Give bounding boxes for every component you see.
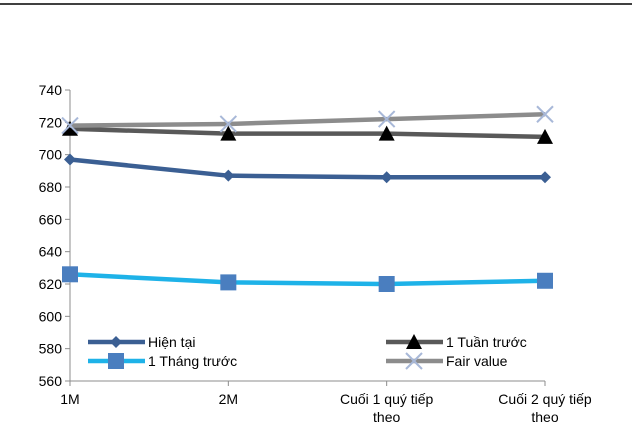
y-tick-label: 720: [39, 114, 63, 130]
y-tick-label: 660: [39, 211, 63, 227]
x-tick-label: 2M: [219, 391, 238, 407]
point-hi-n-t-i: [222, 169, 235, 182]
point-fair-value-stroke-b: [536, 105, 554, 123]
point-fair-value-stroke-b: [61, 116, 79, 135]
series-1-th-ng-tr-c: [62, 266, 553, 292]
point-1-th-ng-tr-c: [220, 274, 237, 291]
y-tick-label: 600: [39, 308, 63, 324]
point-hi-n-t-i: [64, 153, 76, 166]
series-hi-n-t-i: [64, 153, 551, 184]
point-1-tu-n-tr-c: [378, 125, 395, 141]
series-1-tu-n-tr-c: [62, 120, 553, 144]
point-1-th-ng-tr-c: [378, 276, 395, 292]
legend-label-1-th-ng-tr-c: 1 Tháng trước: [148, 353, 237, 369]
y-tick-label: 680: [39, 179, 63, 195]
point-1-tu-n-tr-c: [537, 128, 553, 144]
legend-marker-fair-value-stroke-b: [405, 352, 423, 370]
legend-item-1-tu-n-tr-c: 1 Tuần trước: [386, 334, 527, 350]
point-fair-value: [219, 115, 238, 133]
y-tick-label: 560: [39, 373, 63, 389]
y-tick-label: 580: [39, 341, 63, 357]
point-1-tu-n-tr-c: [62, 120, 78, 136]
series-line-hi-n-t-i: [69, 157, 545, 180]
point-1-th-ng-tr-c: [537, 272, 553, 289]
legend-marker-1-tu-n-tr-c: [406, 334, 422, 349]
series-line-fair-value: [69, 112, 546, 128]
y-tick-label: 620: [39, 276, 63, 292]
axes: 560 580 600 620 640 660 680 700 720 740 1M 2M Cuối 1…: [39, 82, 592, 425]
y-tick-label: 740: [39, 82, 63, 98]
series-line-1-tu-n-tr-c: [69, 126, 546, 140]
x-tick-label: Cuối 2 quý tiếp theo: [498, 391, 592, 425]
legend-marker-fair-value: [405, 352, 423, 370]
point-fair-value: [536, 105, 554, 123]
legend-item-fair-value: Fair value: [386, 352, 508, 370]
series-line-1-th-ng-tr-c: [69, 272, 546, 287]
legend-marker-1-th-ng-tr-c: [108, 353, 124, 369]
legend: Hiện tại 1 Tuần trước 1 Tháng trước Fair va…: [88, 334, 527, 370]
point-hi-n-t-i: [380, 171, 393, 184]
legend-item-1-th-ng-tr-c: 1 Tháng trước: [88, 353, 237, 369]
point-fair-value: [61, 116, 79, 135]
x-tick-label: 1M: [60, 391, 79, 407]
legend-label-hi-n-t-i: Hiện tại: [148, 334, 195, 350]
point-fair-value: [377, 110, 396, 128]
series-fair-value: [61, 105, 554, 135]
legend-label-1-tu-n-tr-c: 1 Tuần trước: [446, 334, 527, 350]
y-tick-label: 700: [39, 147, 63, 163]
y-tick-label: 640: [39, 244, 63, 260]
legend-marker-hi-n-t-i: [110, 336, 122, 348]
point-fair-value-stroke-b: [219, 115, 238, 133]
legend-item-hi-n-t-i: Hiện tại: [88, 334, 195, 350]
x-tick-label: Cuối 1 quý tiếp theo: [340, 391, 434, 425]
point-hi-n-t-i: [539, 171, 551, 184]
point-1-th-ng-tr-c: [62, 266, 78, 283]
legend-label-fair-value: Fair value: [446, 353, 508, 369]
point-fair-value-stroke-b: [377, 110, 396, 128]
series-layer: [61, 105, 554, 292]
point-1-tu-n-tr-c: [220, 125, 237, 141]
